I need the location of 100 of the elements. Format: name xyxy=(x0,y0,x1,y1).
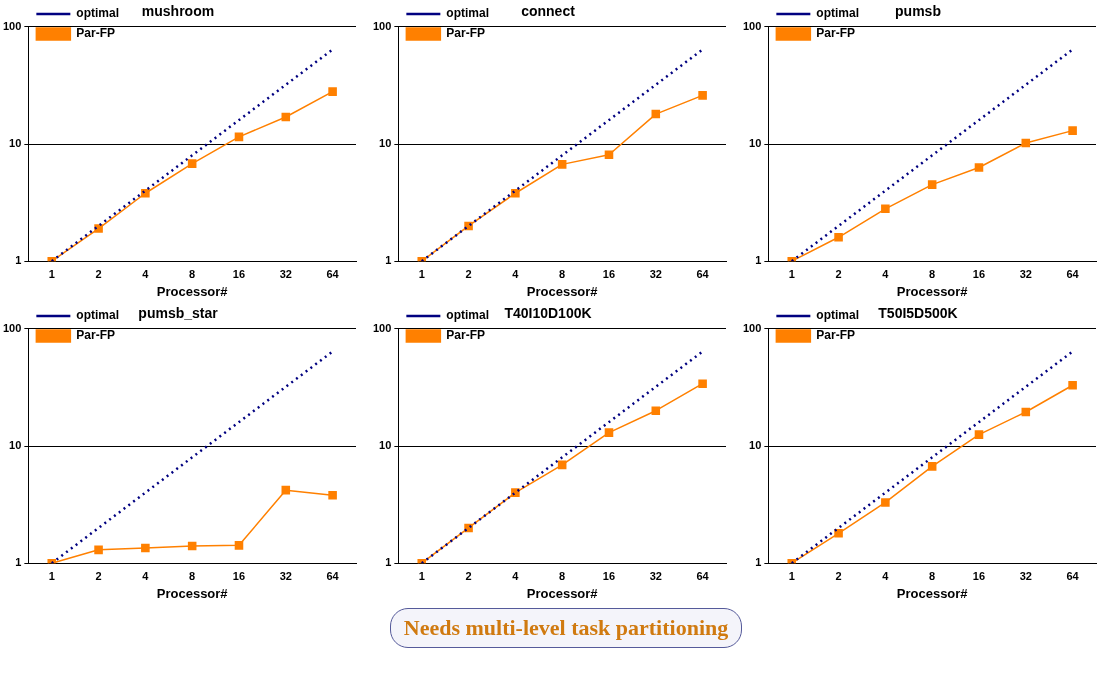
x-tick-label: 4 xyxy=(882,267,890,280)
x-tick-label: 2 xyxy=(835,267,842,280)
y-tick-label: 100 xyxy=(2,19,22,32)
x-tick-label: 4 xyxy=(512,267,520,280)
point xyxy=(328,87,337,96)
y-tick-label: 1 xyxy=(385,556,392,569)
y-tick-label: 100 xyxy=(742,19,762,32)
x-tick-label: 32 xyxy=(1019,267,1032,280)
x-axis-title: Processor# xyxy=(896,283,969,299)
point xyxy=(974,163,984,172)
x-axis-title: Processor# xyxy=(526,283,599,299)
legend-label: optimal xyxy=(446,308,490,323)
x-tick-label: 64 xyxy=(326,569,340,582)
point xyxy=(651,109,661,119)
point xyxy=(557,460,567,470)
y-tick-label: 100 xyxy=(2,321,22,334)
point xyxy=(234,132,244,142)
x-tick-label: 4 xyxy=(142,569,150,582)
x-tick-label: 32 xyxy=(279,569,292,582)
y-tick-label: 10 xyxy=(749,439,762,452)
x-tick-label: 4 xyxy=(512,569,520,582)
x-tick-label: 1 xyxy=(788,569,795,582)
legend-label: Par-FP xyxy=(76,26,116,41)
chart-title: mushroom xyxy=(141,3,215,20)
legend-label: Par-FP xyxy=(816,328,856,343)
x-tick-label: 8 xyxy=(929,267,936,280)
chart-title: pumsb xyxy=(895,3,941,20)
x-tick-label: 1 xyxy=(418,569,425,582)
x-tick-label: 8 xyxy=(559,569,566,582)
x-tick-label: 64 xyxy=(326,267,340,280)
x-tick-label: 1 xyxy=(788,267,795,280)
y-tick-label: 1 xyxy=(755,254,762,267)
point xyxy=(881,204,890,214)
point xyxy=(881,498,890,507)
y-tick-label: 10 xyxy=(749,137,762,150)
x-tick-label: 32 xyxy=(279,267,292,280)
y-tick-label: 100 xyxy=(372,19,392,32)
x-tick-label: 8 xyxy=(189,569,196,582)
x-tick-label: 2 xyxy=(465,569,472,582)
legend-label: Par-FP xyxy=(446,26,486,41)
legend-label: optimal xyxy=(76,6,120,21)
legend-label: optimal xyxy=(816,6,860,21)
chart-title: pumsb_star xyxy=(138,305,219,322)
point xyxy=(651,406,661,416)
legend-label: Par-FP xyxy=(816,26,856,41)
x-tick-label: 2 xyxy=(95,267,102,280)
x-tick-label: 64 xyxy=(1066,267,1080,280)
y-tick-label: 100 xyxy=(742,321,762,334)
x-axis-title: Processor# xyxy=(156,283,229,299)
point xyxy=(187,541,197,551)
x-tick-label: 2 xyxy=(835,569,842,582)
x-tick-label: 1 xyxy=(418,267,425,280)
x-tick-label: 1 xyxy=(48,267,55,280)
x-tick-label: 2 xyxy=(465,267,472,280)
x-tick-label: 4 xyxy=(142,267,150,280)
legend-label: Par-FP xyxy=(446,328,486,343)
chart-title: T50I5D500K xyxy=(878,305,958,322)
legend-label: optimal xyxy=(446,6,490,21)
point xyxy=(94,545,103,555)
legend-label: Par-FP xyxy=(76,328,116,343)
x-tick-label: 8 xyxy=(189,267,196,280)
point xyxy=(698,91,707,100)
x-tick-label: 16 xyxy=(232,267,246,280)
y-tick-label: 10 xyxy=(9,439,22,452)
x-tick-label: 8 xyxy=(559,267,566,280)
legend-label: optimal xyxy=(816,308,860,323)
point xyxy=(187,159,197,168)
x-tick-label: 2 xyxy=(95,569,102,582)
point xyxy=(927,462,937,471)
x-tick-label: 16 xyxy=(232,569,246,582)
point xyxy=(834,529,843,538)
x-tick-label: 16 xyxy=(972,569,986,582)
x-tick-label: 64 xyxy=(696,267,710,280)
x-tick-label: 16 xyxy=(602,267,616,280)
x-axis-title: Processor# xyxy=(526,585,599,601)
y-tick-label: 10 xyxy=(9,137,22,150)
point xyxy=(698,379,707,388)
point xyxy=(604,150,614,160)
point xyxy=(1021,407,1031,417)
x-tick-label: 64 xyxy=(696,569,710,582)
x-tick-label: 4 xyxy=(882,569,890,582)
x-axis-title: Processor# xyxy=(896,585,969,601)
point xyxy=(557,160,567,169)
point xyxy=(141,543,150,553)
chart-title: T40I10D100K xyxy=(504,305,592,322)
x-tick-label: 16 xyxy=(602,569,616,582)
point xyxy=(1021,138,1031,148)
y-tick-label: 1 xyxy=(15,556,22,569)
y-tick-label: 10 xyxy=(379,137,392,150)
point xyxy=(974,430,984,439)
point xyxy=(281,485,291,495)
point xyxy=(1068,380,1077,390)
x-tick-label: 16 xyxy=(972,267,986,280)
legend-label: optimal xyxy=(76,308,120,323)
point xyxy=(1068,126,1077,135)
x-axis-title: Processor# xyxy=(156,585,229,601)
y-tick-label: 100 xyxy=(372,321,392,334)
x-tick-label: 8 xyxy=(929,569,936,582)
x-tick-label: 64 xyxy=(1066,569,1080,582)
x-tick-label: 32 xyxy=(649,267,662,280)
